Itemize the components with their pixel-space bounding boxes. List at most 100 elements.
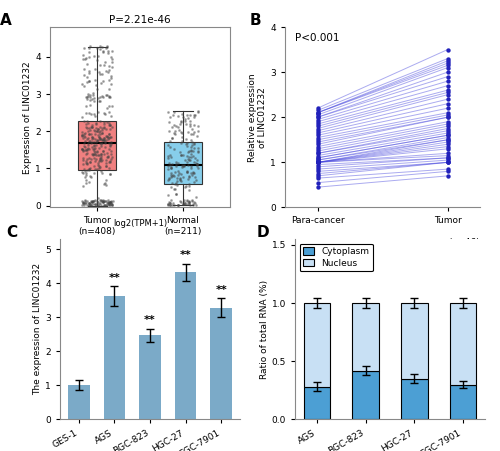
- Point: [96, 79, 104, 87]
- Point: [81, 168, 89, 175]
- Point: [102, 125, 110, 133]
- Point: [107, 138, 115, 146]
- Point: [188, 138, 196, 145]
- Point: [192, 201, 200, 208]
- Point: [444, 64, 452, 71]
- Point: [174, 201, 182, 208]
- Point: [314, 159, 322, 166]
- Point: [181, 199, 189, 206]
- Point: [86, 164, 94, 171]
- Bar: [450, 303, 476, 385]
- Point: [100, 181, 108, 188]
- Point: [98, 44, 106, 51]
- Point: [92, 44, 100, 51]
- Point: [85, 166, 93, 173]
- Point: [105, 63, 113, 70]
- Text: **: **: [144, 315, 156, 325]
- Point: [81, 143, 89, 150]
- Point: [96, 97, 104, 104]
- Point: [164, 200, 172, 207]
- Point: [182, 184, 190, 191]
- Point: [91, 76, 99, 83]
- Point: [192, 159, 200, 166]
- Point: [82, 93, 90, 100]
- Point: [176, 128, 184, 135]
- Point: [174, 112, 182, 120]
- Point: [444, 168, 452, 175]
- Point: [165, 160, 173, 167]
- Bar: [352, 371, 379, 419]
- Point: [84, 198, 92, 205]
- Point: [172, 185, 179, 193]
- Bar: [304, 387, 330, 419]
- Point: [103, 44, 111, 51]
- Point: [106, 113, 114, 120]
- Point: [172, 190, 180, 197]
- Point: [106, 130, 114, 137]
- Point: [190, 152, 198, 160]
- Point: [82, 172, 90, 179]
- Point: [190, 113, 198, 120]
- Point: [99, 147, 107, 154]
- Point: [178, 140, 186, 147]
- Point: [88, 139, 96, 146]
- Point: [90, 197, 98, 204]
- Point: [87, 139, 95, 147]
- Point: [188, 142, 196, 149]
- Point: [444, 87, 452, 94]
- Point: [168, 123, 176, 130]
- Point: [81, 133, 89, 140]
- Point: [96, 152, 104, 159]
- Point: [177, 152, 185, 159]
- Point: [107, 54, 115, 61]
- Point: [93, 137, 101, 144]
- Point: [106, 198, 114, 206]
- Point: [96, 135, 104, 143]
- Point: [186, 130, 194, 138]
- Point: [86, 91, 94, 98]
- Point: [186, 123, 194, 130]
- Point: [88, 151, 96, 158]
- Point: [81, 198, 89, 205]
- Point: [180, 197, 188, 204]
- Point: [170, 145, 177, 152]
- Point: [86, 97, 94, 104]
- Point: [96, 135, 104, 143]
- Point: [98, 47, 106, 55]
- Point: [95, 165, 103, 172]
- Point: [106, 150, 114, 157]
- Point: [78, 147, 86, 154]
- Point: [186, 183, 194, 190]
- Point: [94, 194, 102, 202]
- Point: [90, 139, 98, 146]
- Point: [444, 118, 452, 125]
- Point: [83, 149, 91, 156]
- Point: [86, 93, 94, 101]
- Point: [90, 144, 98, 151]
- Point: [190, 173, 198, 180]
- Point: [188, 153, 196, 161]
- Point: [83, 60, 91, 68]
- Point: [85, 166, 93, 173]
- Point: [90, 66, 98, 73]
- Point: [193, 161, 201, 168]
- Point: [444, 141, 452, 148]
- Point: [314, 123, 322, 130]
- Point: [87, 155, 95, 162]
- Point: [105, 77, 113, 84]
- Point: [183, 169, 191, 176]
- Point: [80, 55, 88, 63]
- Point: [183, 152, 191, 160]
- Point: [91, 131, 99, 138]
- Point: [444, 73, 452, 80]
- Point: [88, 199, 96, 206]
- Point: [186, 156, 194, 163]
- Point: [168, 134, 176, 142]
- Point: [82, 146, 90, 153]
- Point: [180, 163, 188, 170]
- Point: [166, 199, 174, 207]
- Point: [85, 202, 93, 209]
- Point: [84, 145, 92, 152]
- Point: [444, 114, 452, 121]
- Point: [184, 200, 192, 207]
